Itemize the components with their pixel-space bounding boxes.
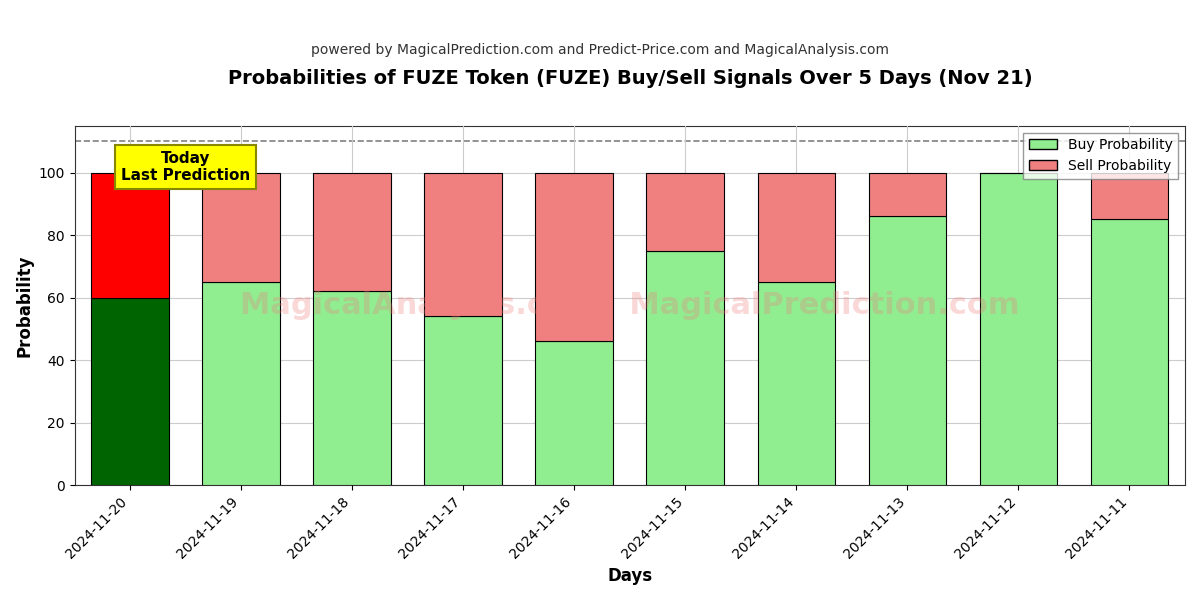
Bar <box>535 173 613 341</box>
Title: Probabilities of FUZE Token (FUZE) Buy/Sell Signals Over 5 Days (Nov 21): Probabilities of FUZE Token (FUZE) Buy/S… <box>228 69 1032 88</box>
Bar <box>535 341 613 485</box>
Bar <box>1091 173 1169 220</box>
Bar <box>647 251 725 485</box>
Bar <box>1091 220 1169 485</box>
Bar <box>313 292 391 485</box>
Bar <box>91 298 169 485</box>
Bar <box>425 173 502 316</box>
Bar <box>313 173 391 292</box>
Bar <box>203 282 280 485</box>
Bar <box>869 217 947 485</box>
Text: MagicalAnalysis.com   MagicalPrediction.com: MagicalAnalysis.com MagicalPrediction.co… <box>240 291 1020 320</box>
Bar <box>425 316 502 485</box>
Text: powered by MagicalPrediction.com and Predict-Price.com and MagicalAnalysis.com: powered by MagicalPrediction.com and Pre… <box>311 43 889 57</box>
Bar <box>647 173 725 251</box>
Legend: Buy Probability, Sell Probability: Buy Probability, Sell Probability <box>1024 133 1178 179</box>
Bar <box>869 173 947 217</box>
Bar <box>979 173 1057 485</box>
Y-axis label: Probability: Probability <box>16 254 34 356</box>
Text: Today
Last Prediction: Today Last Prediction <box>121 151 251 183</box>
X-axis label: Days: Days <box>607 567 653 585</box>
Bar <box>203 173 280 282</box>
Bar <box>91 173 169 298</box>
Bar <box>757 173 835 282</box>
Bar <box>757 282 835 485</box>
